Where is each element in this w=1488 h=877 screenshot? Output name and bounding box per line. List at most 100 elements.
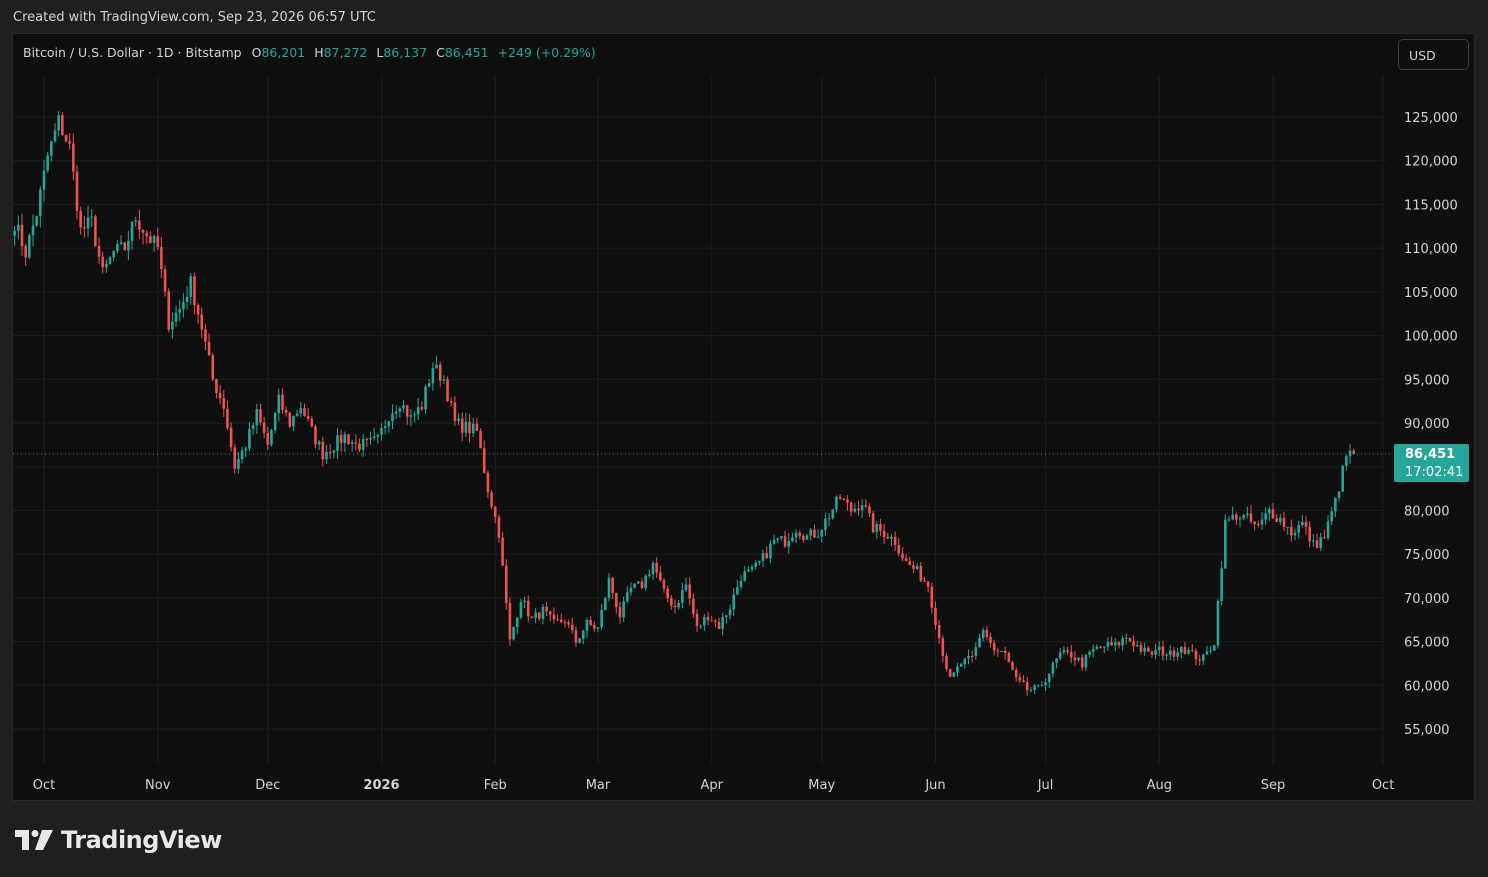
candle-body xyxy=(596,627,600,629)
candle-body xyxy=(1205,651,1209,655)
candle-body xyxy=(618,606,622,618)
candle-body xyxy=(1011,662,1014,670)
candle-body xyxy=(1124,637,1128,639)
last-price-label: 86,451 xyxy=(1405,447,1455,462)
candle-body xyxy=(167,291,171,330)
candle-body xyxy=(317,441,321,445)
candle-body xyxy=(556,619,559,621)
candle-body xyxy=(1018,677,1022,681)
candle-body xyxy=(534,612,537,618)
y-tick-label: 70,000 xyxy=(1404,592,1450,607)
candle-body xyxy=(1220,568,1223,601)
candle-body xyxy=(116,243,119,252)
candle-body xyxy=(435,364,438,369)
candle-body xyxy=(1216,600,1220,646)
y-tick-label: 55,000 xyxy=(1404,723,1450,738)
candle-body xyxy=(934,607,937,625)
candle-body xyxy=(259,409,262,423)
candle-body xyxy=(780,536,783,539)
candle-body xyxy=(673,605,677,608)
candle-body xyxy=(101,256,104,268)
candle-body xyxy=(321,441,325,460)
candle-body xyxy=(710,620,713,622)
candle-body xyxy=(919,565,923,581)
candle-body xyxy=(266,432,270,445)
candle-body xyxy=(974,647,978,657)
candle-body xyxy=(548,611,552,615)
candle-body xyxy=(1319,537,1322,548)
candle-body xyxy=(1179,646,1183,653)
candle-body xyxy=(846,499,849,503)
candle-body xyxy=(681,590,684,603)
candle-body xyxy=(1279,517,1282,522)
candle-body xyxy=(633,583,636,588)
candle-body xyxy=(1062,650,1066,653)
candle-body xyxy=(791,537,794,542)
candle-body xyxy=(303,407,306,416)
candle-body xyxy=(1312,540,1315,542)
candle-body xyxy=(765,553,769,559)
close-label: C xyxy=(436,45,445,60)
candle-body xyxy=(736,586,739,595)
candle-body xyxy=(402,405,405,409)
candle-body xyxy=(732,594,735,610)
candle-body xyxy=(424,386,427,410)
candle-body xyxy=(13,230,16,236)
candle-body xyxy=(1066,650,1069,652)
y-tick-label: 75,000 xyxy=(1404,548,1450,563)
candle-body xyxy=(963,658,967,665)
close-value: 86,451 xyxy=(444,45,489,60)
candle-body xyxy=(226,408,229,428)
candle-body xyxy=(354,442,358,444)
candle-body xyxy=(28,235,31,258)
candle-body xyxy=(1003,651,1007,654)
candle-body xyxy=(152,236,156,243)
candle-body xyxy=(237,459,240,469)
candle-body xyxy=(552,614,556,620)
candle-body xyxy=(90,216,93,218)
candle-body xyxy=(1275,518,1278,522)
candle-body xyxy=(449,401,453,403)
candle-body xyxy=(1290,526,1293,536)
x-tick-label: Mar xyxy=(586,778,611,793)
candle-body xyxy=(593,624,596,629)
candle-body xyxy=(1143,647,1146,652)
tradingview-logo[interactable]: TradingView xyxy=(15,825,222,855)
x-tick-label: Jun xyxy=(924,778,945,793)
currency-button[interactable]: USD xyxy=(1398,39,1469,70)
candle-body xyxy=(68,141,71,144)
candle-body xyxy=(431,368,435,384)
candle-body xyxy=(1117,642,1121,646)
candle-body xyxy=(1326,521,1330,538)
y-tick-label: 110,000 xyxy=(1404,242,1458,257)
high-label: H xyxy=(314,45,324,60)
candle-body xyxy=(662,580,666,589)
candle-body xyxy=(890,536,893,539)
candle-body xyxy=(703,617,706,626)
candle-body xyxy=(295,413,299,416)
candle-body xyxy=(611,577,614,593)
candle-body xyxy=(156,236,160,248)
candle-body xyxy=(750,566,754,570)
candle-body xyxy=(387,421,391,427)
symbol-title[interactable]: Bitcoin / U.S. Dollar · 1D · Bitstamp xyxy=(23,45,242,60)
candle-body xyxy=(1091,648,1095,652)
candle-body xyxy=(893,536,897,545)
last-price-tag xyxy=(1394,444,1469,483)
candle-body xyxy=(761,553,765,561)
candle-body xyxy=(215,379,218,393)
candle-body xyxy=(405,405,409,417)
candle-body xyxy=(380,428,383,435)
x-tick-label: Oct xyxy=(33,778,55,793)
candle-body xyxy=(64,135,68,142)
candle-body xyxy=(1000,651,1003,653)
candle-body xyxy=(758,560,761,563)
candle-body xyxy=(670,598,673,606)
candle-body xyxy=(1025,682,1029,691)
candle-body xyxy=(372,436,376,439)
candle-body xyxy=(42,170,46,190)
y-tick-label: 105,000 xyxy=(1404,286,1458,301)
candle-body xyxy=(299,407,303,414)
y-tick-label: 95,000 xyxy=(1404,373,1450,388)
